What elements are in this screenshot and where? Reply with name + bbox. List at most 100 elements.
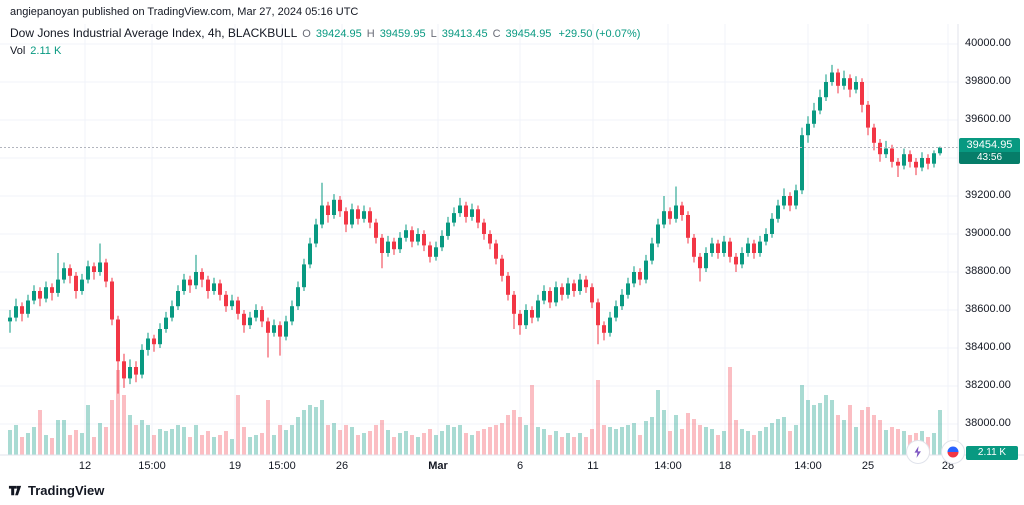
volume-bar — [386, 430, 390, 455]
last-price-value: 39454.95 — [966, 138, 1013, 151]
candle-body — [332, 199, 336, 215]
candle-body — [896, 161, 900, 166]
chart-legend: Dow Jones Industrial Average Index, 4h, … — [10, 26, 640, 59]
candle-body — [272, 325, 276, 333]
time-axis[interactable]: 12 15:00 19 15:00 26 Mar 6 11 14:00 18 14:00 25 28 — [0, 455, 958, 479]
candle-body — [554, 287, 558, 303]
candle-body — [32, 291, 36, 301]
candle-body — [248, 317, 252, 326]
candle-body — [482, 222, 486, 234]
volume-bar — [212, 437, 216, 455]
candle-body — [914, 161, 918, 168]
candle-body — [152, 338, 156, 345]
candle-body — [308, 243, 312, 265]
volume-bar — [152, 435, 156, 455]
volume-bar — [584, 437, 588, 455]
candle-body — [536, 300, 540, 318]
volume-axis-badge: 2.11 K — [966, 446, 1018, 460]
candle-body — [836, 72, 840, 86]
candle-body — [44, 287, 48, 299]
volume-bar — [32, 427, 36, 455]
volume-bar — [80, 433, 84, 455]
volume-bar — [92, 437, 96, 455]
volume-bar — [308, 405, 312, 455]
chart-area[interactable]: Dow Jones Industrial Average Index, 4h, … — [0, 0, 1024, 480]
volume-bar — [860, 410, 864, 455]
volume-bar — [326, 425, 330, 455]
candle-body — [176, 291, 180, 307]
volume-bar — [392, 437, 396, 455]
volume-bar — [590, 429, 594, 455]
volume-bar — [836, 415, 840, 455]
price-axis[interactable]: 39454.95 43:56 40000.00 39800.00 39600.00 3… — [958, 0, 1024, 480]
candle-body — [62, 268, 66, 280]
volume-bar — [350, 427, 354, 455]
volume-bar — [878, 420, 882, 455]
volume-bar — [794, 425, 798, 455]
reaction-button[interactable] — [941, 440, 965, 464]
volume-bar — [746, 431, 750, 455]
volume-bar — [146, 425, 150, 455]
candle-body — [842, 78, 846, 86]
volume-bar — [434, 435, 438, 455]
volume-bar — [890, 427, 894, 455]
volume-bar — [206, 431, 210, 455]
tradingview-wordmark[interactable]: TradingView — [28, 483, 105, 498]
volume-bar — [788, 431, 792, 455]
candle-body — [776, 205, 780, 219]
volume-bar — [530, 385, 534, 455]
last-price-badge: 39454.95 43:56 — [959, 137, 1020, 164]
tradingview-logo-icon[interactable] — [8, 483, 23, 498]
volume-bar — [128, 415, 132, 455]
close-value: 39454.95 — [505, 28, 552, 40]
volume-bar — [464, 433, 468, 455]
volume-bar — [566, 433, 570, 455]
price-tick-label: 39200.00 — [965, 189, 1011, 201]
candle-body — [296, 287, 300, 307]
candle-body — [452, 213, 456, 223]
open-label: O — [302, 28, 311, 40]
volume-bar — [314, 407, 318, 455]
symbol-title[interactable]: Dow Jones Industrial Average Index, 4h, … — [10, 26, 298, 40]
candle-body — [476, 209, 480, 223]
volume-bar — [692, 419, 696, 455]
volume-bar — [458, 425, 462, 455]
candlestick-chart[interactable] — [0, 0, 1024, 480]
candle-body — [170, 306, 174, 318]
candle-body — [500, 258, 504, 276]
candle-body — [56, 279, 60, 293]
candle-body — [164, 317, 168, 329]
candle-body — [404, 230, 408, 238]
volume-bar — [884, 430, 888, 455]
candle-body — [104, 262, 108, 282]
volume-bar — [710, 429, 714, 455]
candle-body — [572, 283, 576, 291]
candle-body — [446, 222, 450, 236]
candle-body — [932, 153, 936, 164]
boost-button[interactable] — [906, 440, 930, 464]
volume-bar — [572, 437, 576, 455]
volume-bar — [374, 425, 378, 455]
volume-bar — [554, 431, 558, 455]
volume-bar — [740, 429, 744, 455]
candle-body — [254, 310, 258, 318]
candle-body — [902, 154, 906, 166]
candle-body — [122, 361, 126, 379]
low-value: 39413.45 — [441, 28, 488, 40]
volume-bar — [638, 435, 642, 455]
volume-bar — [524, 425, 528, 455]
candle-body — [728, 241, 732, 257]
candle-body — [848, 78, 852, 90]
candle-body — [116, 319, 120, 362]
candle-body — [884, 148, 888, 155]
candle-body — [92, 266, 96, 272]
candle-body — [518, 313, 522, 326]
volume-bar — [680, 429, 684, 455]
candle-body — [374, 222, 378, 238]
candle-body — [662, 211, 666, 225]
volume-row: Vol 2.11 K — [10, 44, 640, 59]
candle-body — [380, 237, 384, 253]
volume-bar — [116, 370, 120, 455]
volume-bar — [296, 417, 300, 455]
volume-bar — [380, 420, 384, 455]
